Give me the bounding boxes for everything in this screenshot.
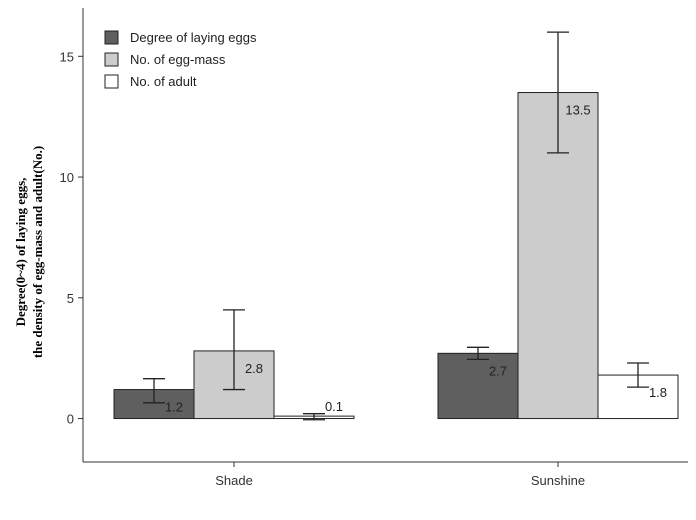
legend-swatch bbox=[104, 30, 119, 45]
y-tick-label: 5 bbox=[67, 291, 74, 306]
legend-label: Degree of laying eggs bbox=[130, 30, 257, 45]
error-bar-group bbox=[143, 31, 649, 421]
legend-label: No. of adult bbox=[130, 74, 197, 89]
y-axis-label-line-1: Degree(0~4) of laying eggs, bbox=[13, 178, 28, 327]
data-label: 13.5 bbox=[565, 103, 590, 118]
value-label-group: 1.2 2.7 2.8 13.5 0.1 1.8 bbox=[165, 103, 667, 415]
data-label: 1.8 bbox=[649, 385, 667, 400]
legend-swatch bbox=[104, 52, 119, 67]
y-tick-label: 10 bbox=[60, 170, 74, 185]
y-axis-label: Degree(0~4) of laying eggs, the density … bbox=[13, 146, 45, 358]
x-tick-label: Sunshine bbox=[531, 473, 585, 488]
legend-label: No. of egg-mass bbox=[130, 52, 226, 67]
data-label: 1.2 bbox=[165, 400, 183, 415]
data-label: 2.8 bbox=[245, 361, 263, 376]
data-label: 0.1 bbox=[325, 399, 343, 414]
y-tick-label: 15 bbox=[60, 49, 74, 64]
x-tick-label: Shade bbox=[215, 473, 253, 488]
y-axis-label-line-2: the density of egg-mass and adult(No.) bbox=[30, 146, 45, 358]
bar-group bbox=[113, 92, 679, 420]
legend-swatch bbox=[104, 74, 119, 89]
axes: 0 5 10 15 Shade Sunshine bbox=[60, 8, 688, 488]
legend: Degree of laying eggs No. of egg-mass No. … bbox=[104, 30, 257, 89]
data-label: 2.7 bbox=[489, 363, 507, 378]
y-tick-label: 0 bbox=[67, 412, 74, 427]
